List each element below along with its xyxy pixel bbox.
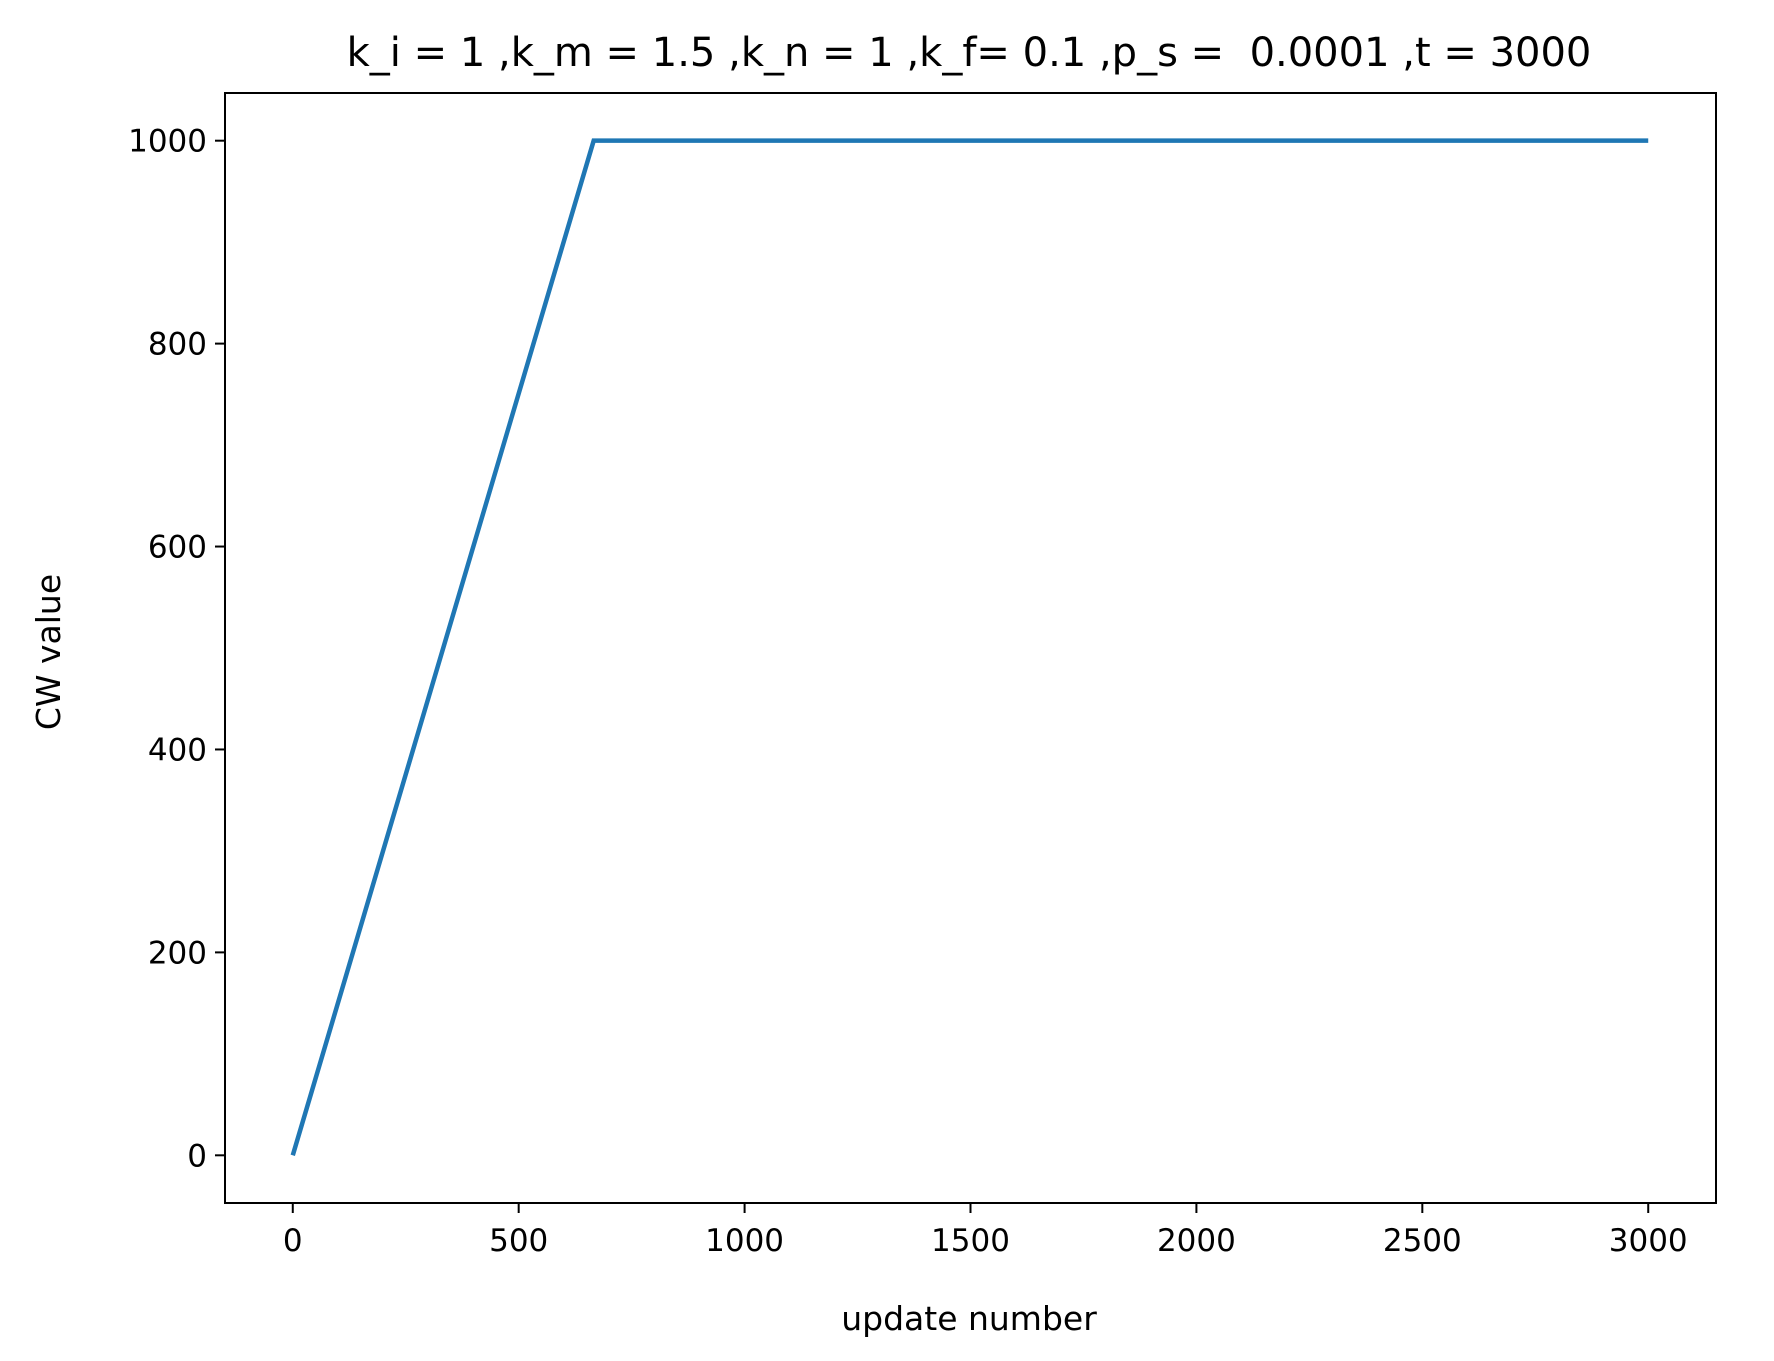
x-tick-label: 2500 [1383, 1223, 1462, 1259]
series-layer [290, 138, 1649, 1156]
y-tick-label: 600 [148, 530, 207, 566]
x-axis-label: update number [841, 1299, 1097, 1338]
plot-area: 0 500 1000 1500 2000 2500 3000 0 200 400 600 800 10… [128, 92, 1717, 1259]
y-tick-label: 400 [148, 732, 207, 768]
y-tick-label: 1000 [128, 124, 207, 160]
y-axis-label: CW value [29, 574, 68, 730]
x-tick-label: 2000 [1157, 1223, 1236, 1259]
x-axis-ticks: 0 500 1000 1500 2000 2500 3000 [283, 1203, 1688, 1259]
y-tick-label: 800 [148, 327, 207, 363]
chart-title: k_i = 1 ,k_m = 1.5 ,k_n = 1 ,k_f= 0.1 ,p… [347, 30, 1592, 76]
x-tick-label: 1500 [931, 1223, 1010, 1259]
x-tick-label: 500 [489, 1223, 548, 1259]
y-tick-label: 0 [187, 1138, 207, 1174]
y-axis-ticks: 0 200 400 600 800 1000 [128, 124, 225, 1174]
x-tick-label: 0 [283, 1223, 303, 1259]
x-tick-label: 3000 [1609, 1223, 1688, 1259]
x-tick-label: 1000 [705, 1223, 784, 1259]
series-line-1 [290, 138, 1649, 1156]
y-tick-label: 200 [148, 935, 207, 971]
